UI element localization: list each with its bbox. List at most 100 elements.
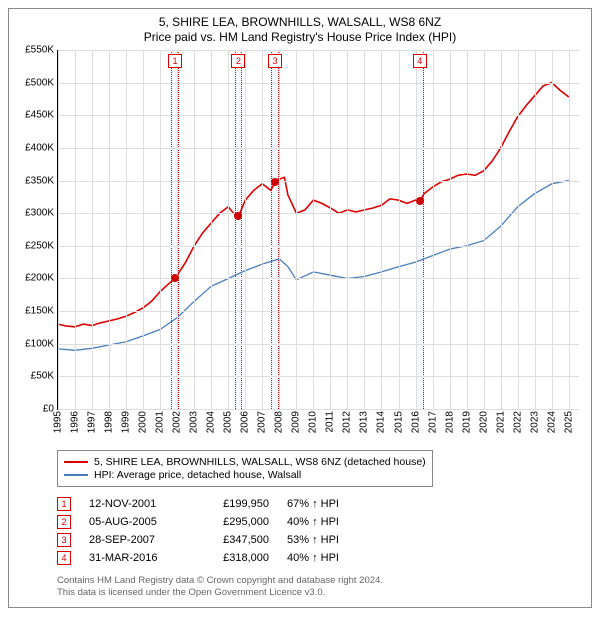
event-delta: 40% ↑ HPI (287, 552, 377, 564)
footnote-line: This data is licensed under the Open Gov… (57, 587, 583, 599)
xtick-label: 2016 (410, 411, 421, 433)
chart-container: 5, SHIRE LEA, BROWNHILLS, WALSALL, WS8 6… (8, 8, 592, 608)
event-number-box: 1 (168, 54, 182, 68)
gridline-v (143, 50, 144, 409)
gridline-v (296, 50, 297, 409)
event-number-box: 3 (268, 54, 282, 68)
gridline-h (58, 409, 579, 410)
gridline-v (501, 50, 502, 409)
xtick-label: 2008 (274, 411, 285, 433)
chart-subtitle: Price paid vs. HM Land Registry's House … (17, 30, 583, 44)
xtick-label: 2017 (427, 411, 438, 433)
gridline-v (279, 50, 280, 409)
xtick-label: 2015 (393, 411, 404, 433)
footnote-line: Contains HM Land Registry data © Crown c… (57, 575, 583, 587)
event-marker-dot (171, 274, 179, 282)
chart-title: 5, SHIRE LEA, BROWNHILLS, WALSALL, WS8 6… (17, 15, 583, 29)
gridline-v (484, 50, 485, 409)
legend-label: HPI: Average price, detached house, Wals… (94, 469, 301, 481)
xtick-label: 2001 (155, 411, 166, 433)
event-number-box: 4 (413, 54, 427, 68)
gridline-v (160, 50, 161, 409)
event-delta: 40% ↑ HPI (287, 516, 377, 528)
gridline-v (569, 50, 570, 409)
gridline-v (228, 50, 229, 409)
event-price: £295,000 (199, 516, 269, 528)
events-table: 1 12-NOV-2001 £199,950 67% ↑ HPI 2 05-AUG-200… (57, 497, 583, 565)
xtick-label: 2013 (359, 411, 370, 433)
gridline-v (211, 50, 212, 409)
xtick-label: 2020 (478, 411, 489, 433)
xtick-label: 2000 (138, 411, 149, 433)
xtick-label: 2012 (342, 411, 353, 433)
xtick-label: 2005 (223, 411, 234, 433)
event-marker-dot (271, 178, 279, 186)
gridline-v (467, 50, 468, 409)
xtick-label: 2003 (189, 411, 200, 433)
xtick-label: 1999 (121, 411, 132, 433)
event-number-box: 2 (231, 54, 245, 68)
event-row: 2 05-AUG-2005 £295,000 40% ↑ HPI (57, 515, 583, 529)
xtick-label: 2004 (206, 411, 217, 433)
ytick-label: £450K (25, 110, 54, 121)
event-price: £318,000 (199, 552, 269, 564)
event-marker-dot (234, 212, 242, 220)
gridline-v (177, 50, 178, 409)
xtick-label: 1996 (70, 411, 81, 433)
event-row: 328-SEP-2007£347,50053% ↑ HPI (57, 533, 583, 547)
gridline-v (245, 50, 246, 409)
xtick-label: 2025 (563, 411, 574, 433)
event-marker-dot (416, 197, 424, 205)
xtick-label: 2006 (240, 411, 251, 433)
ytick-label: £100K (25, 338, 54, 349)
ytick-label: £150K (25, 306, 54, 317)
event-number-box: 1 (57, 497, 71, 511)
xtick-label: 2010 (308, 411, 319, 433)
gridline-v (58, 50, 59, 409)
gridline-v (364, 50, 365, 409)
xtick-label: 2007 (257, 411, 268, 433)
event-delta: 67% ↑ HPI (287, 498, 377, 510)
xtick-label: 2021 (495, 411, 506, 433)
xtick-label: 2019 (461, 411, 472, 433)
event-date: 05-AUG-2005 (89, 516, 181, 528)
event-price: £199,950 (199, 498, 269, 510)
event-number-box: 2 (57, 515, 71, 529)
event-delta: 53% ↑ HPI (287, 534, 377, 546)
gridline-v (416, 50, 417, 409)
event-row: 4 31-MAR-2016 £318,000 40% ↑ HPI (57, 551, 583, 565)
event-date: 28-SEP-2007 (89, 534, 181, 546)
ytick-label: £300K (25, 208, 54, 219)
ytick-label: £550K (25, 45, 54, 56)
gridline-v (381, 50, 382, 409)
xtick-label: 2014 (376, 411, 387, 433)
legend-swatch (64, 474, 88, 476)
xtick-label: 2023 (529, 411, 540, 433)
event-number-box: 3 (57, 533, 71, 547)
gridline-v (433, 50, 434, 409)
gridline-v (194, 50, 195, 409)
legend-swatch (64, 461, 88, 463)
xtick-label: 2011 (325, 411, 336, 433)
plot-area: £0£50K£100K£150K£200K£250K£300K£350K£400… (57, 50, 579, 410)
gridline-v (75, 50, 76, 409)
xtick-label: 1997 (87, 411, 98, 433)
xtick-label: 2002 (172, 411, 183, 433)
xtick-label: 1998 (104, 411, 115, 433)
legend: 5, SHIRE LEA, BROWNHILLS, WALSALL, WS8 6… (57, 450, 433, 487)
gridline-v (552, 50, 553, 409)
xtick-label: 2022 (512, 411, 523, 433)
xtick-label: 2018 (444, 411, 455, 433)
ytick-label: £400K (25, 142, 54, 153)
legend-label: 5, SHIRE LEA, BROWNHILLS, WALSALL, WS8 6… (94, 456, 426, 468)
gridline-v (109, 50, 110, 409)
event-date: 31-MAR-2016 (89, 552, 181, 564)
ytick-label: £350K (25, 175, 54, 186)
ytick-label: £500K (25, 77, 54, 88)
xtick-label: 2009 (291, 411, 302, 433)
event-row: 1 12-NOV-2001 £199,950 67% ↑ HPI (57, 497, 583, 511)
event-date: 12-NOV-2001 (89, 498, 181, 510)
plot-inner: £0£50K£100K£150K£200K£250K£300K£350K£400… (57, 50, 579, 410)
event-number-box: 4 (57, 551, 71, 565)
gridline-v (313, 50, 314, 409)
